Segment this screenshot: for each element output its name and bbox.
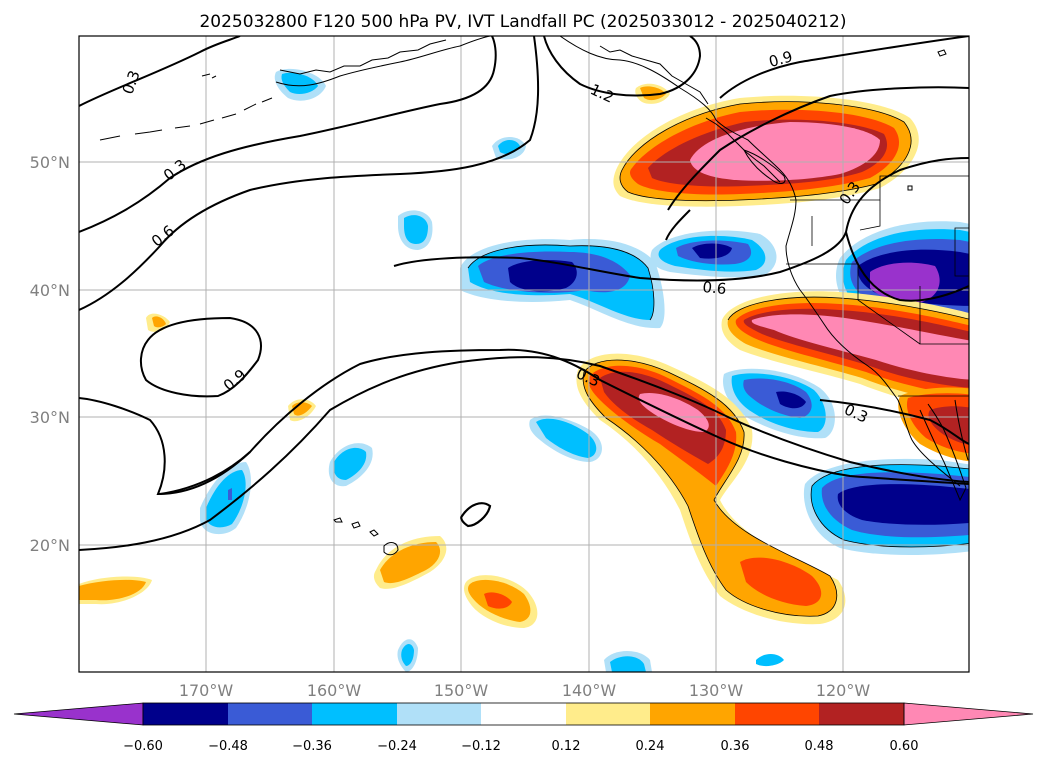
latitude-labels: 50°N 40°N 30°N 20°N — [30, 153, 70, 555]
lat-label: 50°N — [30, 153, 70, 172]
lat-label: 20°N — [30, 536, 70, 555]
colorbar-segment — [397, 703, 481, 725]
lat-label: 30°N — [30, 408, 70, 427]
lon-label: 140°W — [562, 681, 617, 700]
lat-label: 40°N — [30, 281, 70, 300]
map-frame — [78, 35, 970, 673]
colorbar-extend-high — [903, 702, 1034, 726]
colorbar-segment — [143, 703, 228, 725]
lon-label: 120°W — [816, 681, 871, 700]
graticule — [79, 36, 969, 672]
political-borders — [786, 175, 969, 397]
colorbar-tick-label: 0.36 — [721, 739, 750, 754]
colorbar-tick-label: −0.60 — [123, 739, 163, 754]
lon-label: 160°W — [307, 681, 362, 700]
colorbar-tick-label: −0.12 — [461, 739, 501, 754]
colorbar-segment — [735, 703, 819, 725]
longitude-labels: 170°W 160°W 150°W 140°W 130°W 120°W — [179, 681, 871, 700]
colorbar-tick-label: 0.48 — [805, 739, 834, 754]
lon-label: 150°W — [434, 681, 489, 700]
colorbar-segment — [228, 703, 312, 725]
colorbar-tick-label: 0.24 — [636, 739, 665, 754]
colorbar-segment — [312, 703, 397, 725]
figure-title: 2025032800 F120 500 hPa PV, IVT Landfall… — [199, 12, 846, 32]
colorbar-extend-low — [13, 702, 144, 726]
colorbar-segment — [481, 703, 566, 725]
map-panel: 0.3 0.3 0.6 0.9 1.2 0.9 0.3 0.6 0.3 0.3 — [79, 36, 969, 672]
negative-anomaly-shading — [200, 68, 969, 672]
contour-label: 0.9 — [767, 47, 795, 71]
colorbar-tick-label: −0.24 — [377, 739, 417, 754]
colorbar-segment — [566, 703, 650, 725]
coastlines — [99, 36, 969, 556]
lon-label: 170°W — [179, 681, 234, 700]
colorbar-tick-label: 0.12 — [552, 739, 581, 754]
colorbar-segment — [650, 703, 735, 725]
colorbar-tick-label: −0.36 — [292, 739, 332, 754]
colorbar-tick-label: 0.60 — [890, 739, 919, 754]
contour-label: 0.6 — [702, 278, 727, 298]
colorbar: −0.60 −0.48 −0.36 −0.24 −0.12 0.12 0.24 … — [13, 702, 1034, 754]
lon-label: 130°W — [689, 681, 744, 700]
colorbar-segment — [819, 703, 904, 725]
colorbar-tick-label: −0.48 — [208, 739, 248, 754]
pv-contours — [79, 36, 969, 551]
